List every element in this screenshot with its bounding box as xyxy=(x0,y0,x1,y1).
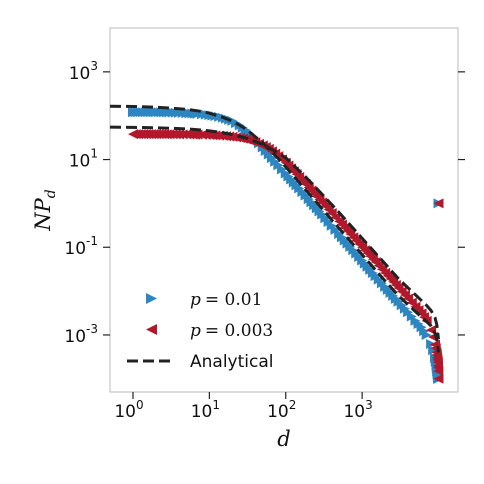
series-p0003-point xyxy=(433,366,444,377)
legend-label-p0003: p = 0.003 xyxy=(190,321,273,341)
series-p0003 xyxy=(127,129,444,384)
y-axis-label-sub: d xyxy=(43,189,59,198)
series-p001-point xyxy=(419,326,430,337)
series-layer xyxy=(110,104,444,384)
legend-label-p001: p = 0.01 xyxy=(190,290,262,310)
series-p0003-point xyxy=(433,198,444,209)
x-tick-label: 103 xyxy=(343,398,372,422)
legend-marker-p001 xyxy=(146,293,157,304)
legend: p = 0.01 p = 0.003 Analytical xyxy=(127,290,273,372)
x-tick-label: 100 xyxy=(114,398,143,422)
series-p0003-point xyxy=(433,373,444,384)
series-p001-point xyxy=(421,329,432,340)
y-tick-label: 10-1 xyxy=(64,234,98,259)
analytical-curve-1 xyxy=(110,125,440,340)
ticks-layer: 100 101 102 103 10-3 10-1 101 103 xyxy=(64,59,465,422)
plot-frame xyxy=(109,27,459,393)
y-tick-label: 101 xyxy=(69,147,98,172)
y-axis-label-main: NP xyxy=(31,197,55,231)
y-tick-label: 103 xyxy=(69,59,98,84)
legend-marker-p0003 xyxy=(146,324,157,335)
svg-text:NPd: NPd xyxy=(31,189,59,232)
series-p001-point xyxy=(416,322,427,333)
x-tick-label: 101 xyxy=(191,398,220,422)
legend-label-analytical: Analytical xyxy=(190,352,273,372)
y-tick-label: 10-3 xyxy=(64,322,98,347)
series-p001-point xyxy=(428,345,439,356)
x-axis-label: d xyxy=(277,427,290,451)
y-axis-label: NPd xyxy=(31,189,59,232)
x-tick-label: 102 xyxy=(267,398,296,422)
analytical-curve-0 xyxy=(110,104,440,353)
series-p001 xyxy=(127,107,444,384)
